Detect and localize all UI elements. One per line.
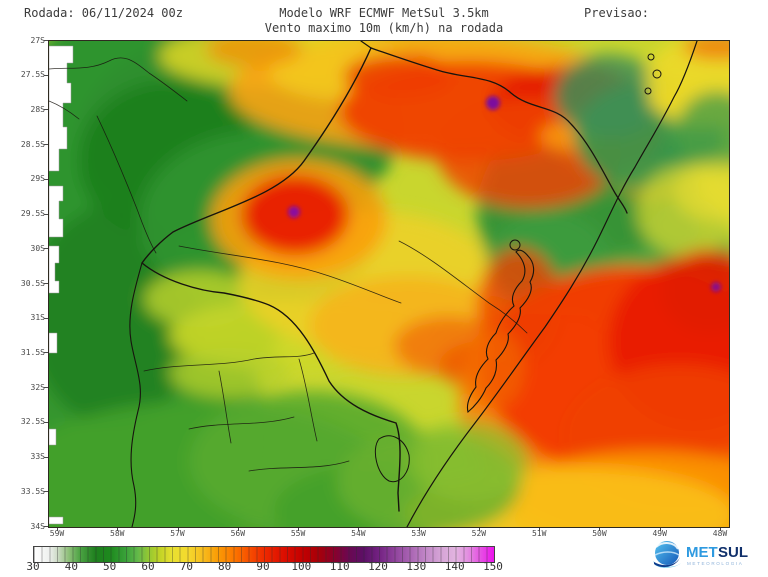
wind-field-canvas [49, 41, 729, 527]
lat-tick-label: 27S [30, 35, 45, 45]
model-run-label: Rodada: 06/11/2024 00z [24, 6, 183, 20]
lon-tick-label: 50W [592, 529, 607, 538]
lat-tick [44, 213, 48, 215]
lat-tick [44, 421, 48, 423]
lat-tick-label: 29S [30, 174, 45, 184]
lat-tick-label: 31.5S [20, 347, 45, 357]
lat-tick [44, 74, 48, 76]
colorbar-tick-label: 70 [179, 560, 193, 573]
lat-tick [44, 144, 48, 146]
lat-tick [44, 248, 48, 250]
lon-tick-label: 48W [712, 529, 728, 538]
lat-tick-label: 34S [30, 521, 45, 531]
lon-tick [177, 527, 179, 531]
colorbar-tick-label: 40 [64, 560, 78, 573]
forecast-label: Previsao: [584, 6, 650, 20]
colorbar-tick-label: 140 [444, 560, 465, 573]
lon-tick-label: 54W [351, 529, 366, 538]
colorbar-tick-label: 80 [218, 560, 232, 573]
lat-tick-label: 27.5S [20, 70, 45, 80]
lat-tick [44, 178, 48, 180]
lon-tick [659, 527, 661, 531]
lat-tick [44, 526, 48, 527]
lat-tick [44, 491, 48, 493]
metsul-globe-icon [653, 541, 681, 568]
lat-tick-label: 30S [30, 243, 45, 253]
lat-tick [44, 352, 48, 354]
colorbar-tick-label: 50 [103, 560, 117, 573]
colorbar-tick-label: 90 [256, 560, 270, 573]
lat-tick [44, 387, 48, 389]
logo-text-sul: SUL [718, 544, 748, 561]
lat-tick-label: 32.5S [20, 417, 45, 427]
lon-tick [418, 527, 420, 531]
wind-speed-colorbar [33, 546, 495, 563]
calm-wind-patches [49, 45, 74, 525]
wind-field-map [48, 40, 730, 528]
model-title: Modelo WRF ECMWF MetSul 3.5km [279, 6, 489, 20]
logo-tagline: METEOROLOGIA [687, 561, 743, 566]
lon-tick [298, 527, 300, 531]
colorbar-tick-label: 60 [141, 560, 155, 573]
lon-tick [57, 527, 58, 531]
lon-tick-label: 51W [531, 529, 547, 538]
lon-tick-label: 56W [230, 529, 246, 538]
geographic-boundaries [49, 41, 698, 527]
lat-tick [44, 40, 48, 41]
lon-tick-label: 53W [411, 529, 426, 538]
lat-tick [44, 456, 48, 458]
colorbar-tick-label: 120 [368, 560, 388, 573]
lat-tick-label: 32S [30, 382, 45, 392]
lon-tick-label: 57W [170, 529, 185, 538]
lat-tick-label: 33S [30, 452, 45, 462]
colorbar-tick-label: 130 [406, 560, 427, 573]
lat-tick-label: 28S [30, 104, 45, 114]
logo-text-met: MET [686, 544, 718, 561]
colorbar-tick-label: 110 [329, 560, 350, 573]
lat-tick [44, 283, 48, 284]
lon-tick-label: 58W [110, 529, 125, 538]
lon-tick [539, 527, 541, 531]
wind-intensity-field [49, 41, 729, 527]
colorbar-tick-label: 150 [483, 560, 503, 573]
lon-tick-label: 59W [49, 529, 65, 538]
lon-tick [358, 527, 360, 531]
colorbar-tick-label: 100 [291, 560, 312, 573]
lon-tick-label: 55W [290, 529, 306, 538]
lat-tick-label: 29.5S [20, 209, 45, 219]
colorbar-tick-label: 30 [26, 560, 40, 573]
lon-tick-label: 52W [471, 529, 487, 538]
metsul-logo: MET SUL METEOROLOGIA [650, 537, 762, 575]
lon-tick [720, 527, 721, 531]
lon-tick [117, 527, 119, 531]
lon-tick [599, 527, 601, 531]
lat-tick-label: 33.5S [20, 486, 45, 496]
lat-tick-label: 31S [30, 313, 45, 323]
extreme-gust-spots [288, 96, 721, 292]
map-subtitle: Vento maximo 10m (km/h) na rodada [264, 21, 504, 35]
lat-tick-label: 28.5S [20, 139, 45, 149]
lon-tick [478, 527, 480, 531]
lon-tick [237, 527, 239, 531]
lat-tick [44, 109, 48, 111]
lon-tick-label: 49W [652, 529, 667, 538]
lat-tick [44, 317, 48, 319]
lat-tick-label: 30.5S [20, 278, 45, 288]
